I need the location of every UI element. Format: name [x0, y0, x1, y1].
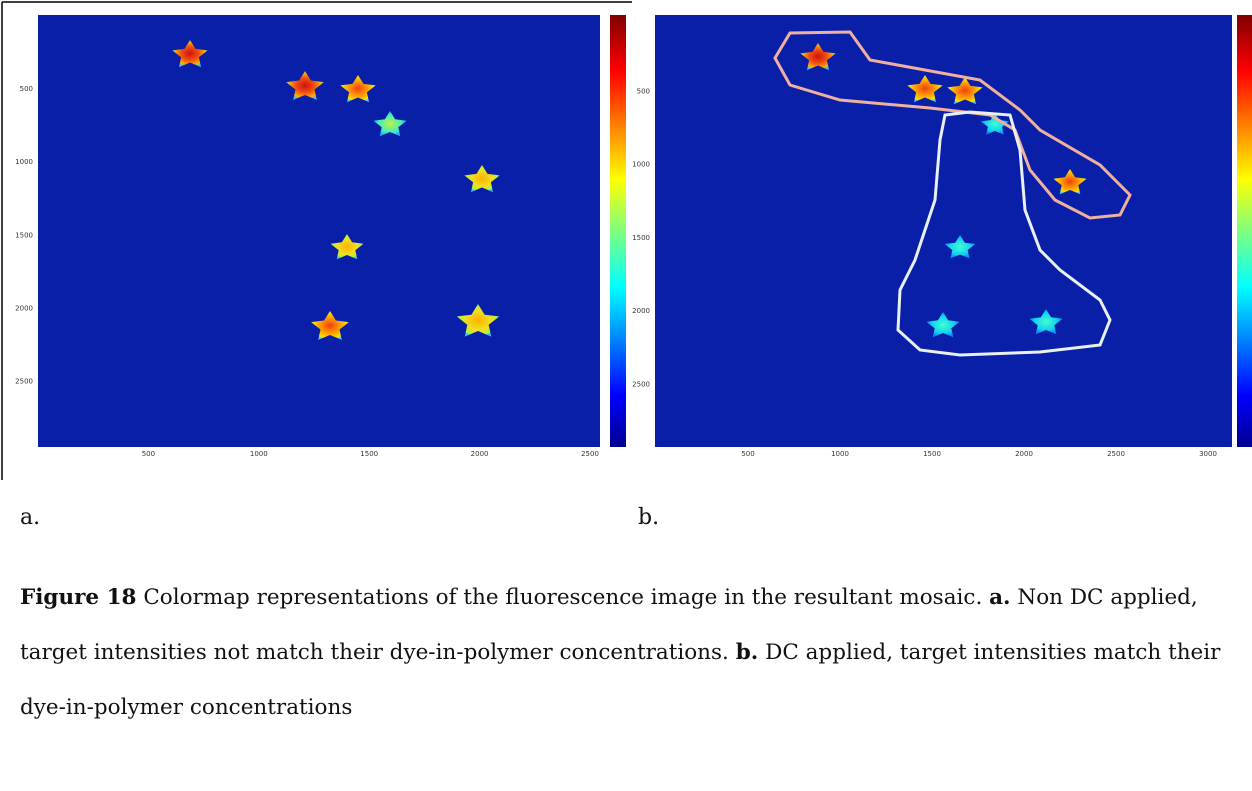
y-tick-label: 500 [637, 87, 650, 95]
y-tick-label: 1500 [15, 231, 33, 239]
fluorescent-target [286, 71, 324, 100]
x-tick-label: 500 [142, 450, 155, 458]
x-tick-label: 2500 [581, 450, 599, 458]
x-tick-label: 2000 [1015, 450, 1033, 458]
fluorescent-target [340, 75, 376, 103]
y-tick-label: 1000 [632, 161, 650, 169]
fluorescent-target [1029, 309, 1063, 335]
region-outline-low [896, 110, 1112, 357]
y-tick-label: 1500 [632, 234, 650, 242]
fluorescent-target [926, 312, 960, 338]
fluorescent-target [980, 113, 1010, 135]
caption-text: Non DC applied, target intensities not m… [20, 585, 1198, 665]
y-tick-label: 2000 [15, 304, 33, 312]
fluorescent-target [1053, 169, 1087, 195]
region-outline-high [773, 30, 1132, 220]
fluorescent-target [800, 43, 836, 71]
fluorescent-target [311, 311, 349, 340]
fluorescent-target [907, 75, 943, 103]
fluorescent-target [947, 77, 983, 105]
panel-label: b. [638, 505, 660, 530]
caption-text: DC applied, target intensities match the… [20, 640, 1221, 720]
x-tick-label: 3000 [1199, 450, 1217, 458]
x-tick-label: 2000 [471, 450, 489, 458]
figure: 500 1000 1500 2000 2500 500 1000 1500 2000 2500 50… [1, 1, 1252, 480]
fluorescent-target [373, 111, 407, 137]
x-tick-label: 1500 [360, 450, 378, 458]
figure-caption: Figure 18 Colormap representations of th… [20, 570, 1240, 735]
fluorescent-target [330, 234, 364, 260]
y-tick-label: 500 [20, 85, 33, 93]
x-tick-label: 2500 [1107, 450, 1125, 458]
y-tick-label: 2000 [632, 307, 650, 315]
heatmap-a [38, 15, 600, 447]
colorbar-b [1237, 15, 1252, 447]
fluorescent-target [464, 165, 500, 193]
x-tick-label: 1000 [250, 450, 268, 458]
caption-part-label: b. [735, 640, 759, 665]
colorbar-a [610, 15, 626, 447]
fluorescent-target [172, 40, 208, 68]
heatmap-b [655, 15, 1232, 447]
y-tick-label: 2500 [15, 378, 33, 386]
caption-text: Colormap representations of the fluoresc… [136, 585, 990, 610]
y-tick-label: 2500 [632, 381, 650, 389]
caption-part-label: a. [989, 585, 1011, 610]
x-tick-label: 1000 [831, 450, 849, 458]
fluorescent-target [944, 235, 976, 259]
caption-number: Figure 18 [20, 585, 137, 610]
fluorescent-target [456, 304, 500, 337]
panel-label: a. [20, 505, 41, 530]
x-tick-label: 1500 [923, 450, 941, 458]
x-tick-label: 500 [741, 450, 754, 458]
y-tick-label: 1000 [15, 158, 33, 166]
